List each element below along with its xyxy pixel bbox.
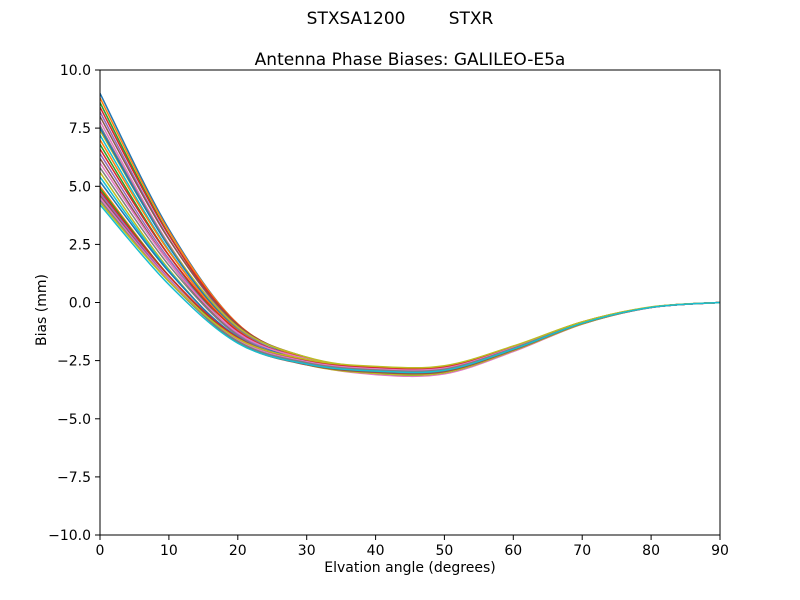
series-line bbox=[100, 204, 720, 374]
x-tick-label: 30 bbox=[298, 543, 316, 559]
y-tick-label: 0.0 bbox=[69, 296, 91, 312]
series-line bbox=[100, 111, 720, 375]
series-line bbox=[100, 180, 720, 371]
series-line bbox=[100, 201, 720, 369]
y-tick-label: −5.0 bbox=[57, 412, 91, 428]
x-axis-label: Elvation angle (degrees) bbox=[324, 560, 496, 576]
series-line bbox=[100, 157, 720, 375]
series-line bbox=[100, 129, 720, 370]
series-line bbox=[100, 115, 720, 372]
y-tick-label: 10.0 bbox=[60, 63, 91, 79]
series-line bbox=[100, 152, 720, 374]
x-tick-label: 70 bbox=[573, 543, 591, 559]
series-line bbox=[100, 120, 720, 378]
series-line bbox=[100, 92, 720, 375]
series-line bbox=[100, 143, 720, 376]
series-line bbox=[100, 106, 720, 373]
y-tick-label: 2.5 bbox=[69, 237, 91, 253]
x-tick-label: 80 bbox=[642, 543, 660, 559]
series-line bbox=[100, 97, 720, 374]
x-tick-label: 50 bbox=[435, 543, 453, 559]
x-tick-label: 60 bbox=[504, 543, 522, 559]
series-line bbox=[100, 134, 720, 375]
x-tick-label: 0 bbox=[96, 543, 105, 559]
x-tick-label: 40 bbox=[367, 543, 385, 559]
x-tick-label: 90 bbox=[711, 543, 729, 559]
y-tick-label: 5.0 bbox=[69, 179, 91, 195]
series-line bbox=[100, 194, 720, 375]
y-tick-label: −7.5 bbox=[57, 470, 91, 486]
y-tick-label: −10.0 bbox=[48, 528, 91, 544]
y-tick-label: −2.5 bbox=[57, 354, 91, 370]
series-line bbox=[100, 139, 720, 373]
series-line bbox=[100, 127, 720, 375]
y-tick-label: 7.5 bbox=[69, 121, 91, 137]
series-line bbox=[100, 148, 720, 372]
x-tick-label: 10 bbox=[160, 543, 178, 559]
suptitle: STXSA1200 STXR bbox=[306, 9, 494, 29]
series-line bbox=[100, 162, 720, 370]
series-line bbox=[100, 101, 720, 376]
series-line bbox=[100, 125, 720, 374]
x-tick-label: 20 bbox=[229, 543, 247, 559]
chart-title: Antenna Phase Biases: GALILEO-E5a bbox=[254, 50, 566, 70]
y-axis-label: Bias (mm) bbox=[34, 273, 50, 347]
